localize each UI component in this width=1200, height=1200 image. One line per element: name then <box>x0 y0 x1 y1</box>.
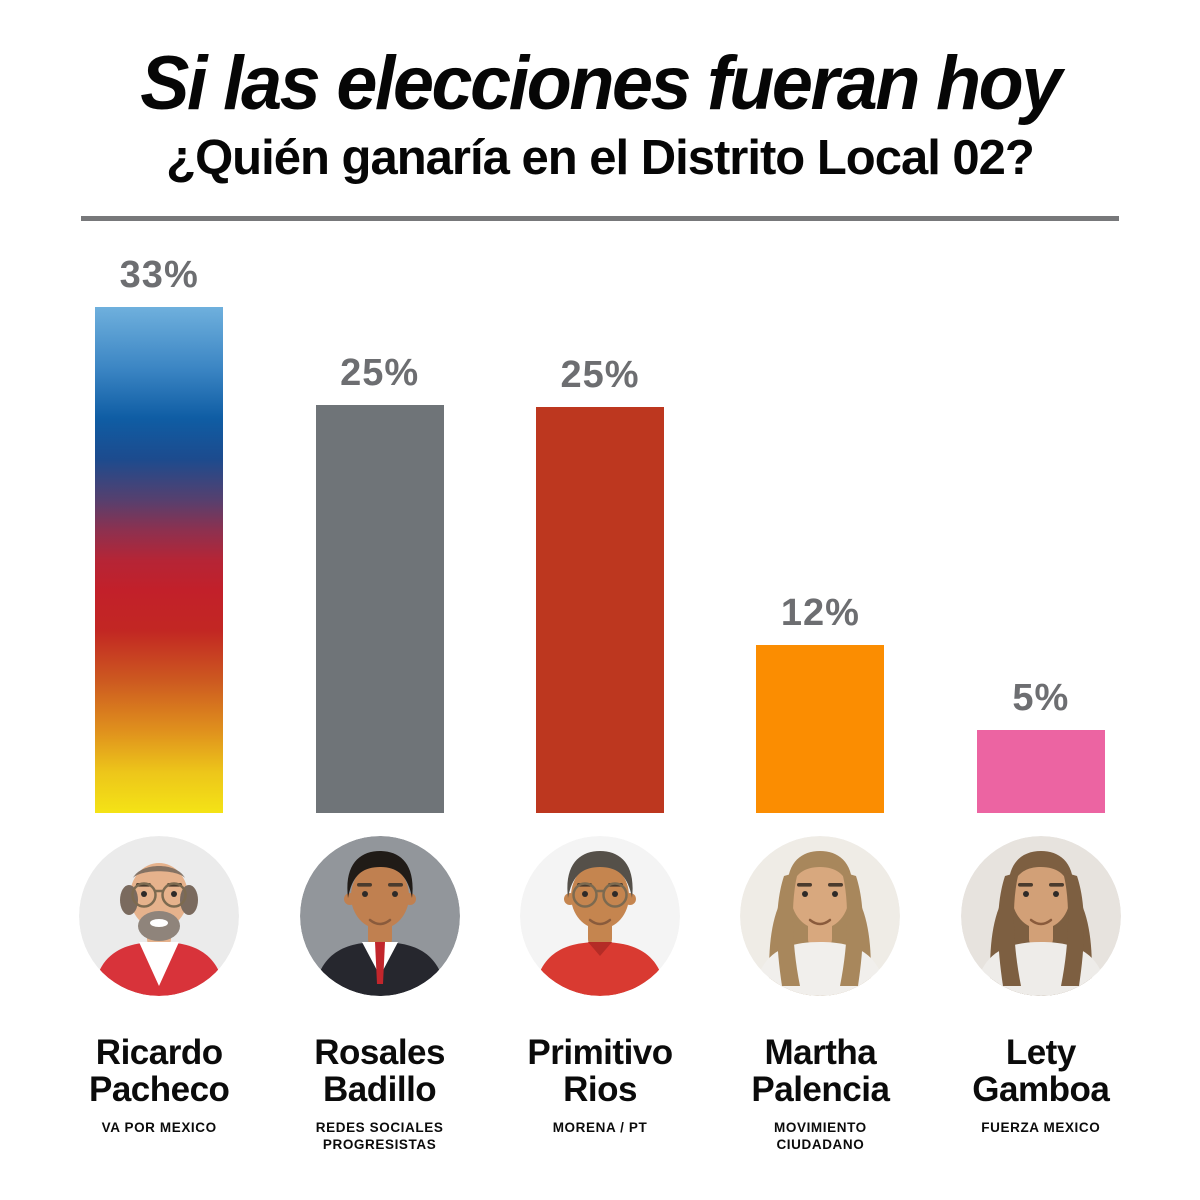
bar <box>536 407 665 813</box>
chart-column: 25% <box>269 353 489 813</box>
candidate-photo <box>79 836 240 996</box>
candidate-column: Martha Palencia MOVIMIENTO CIUDADANO <box>710 836 930 1153</box>
candidate-name: Rosales Badillo <box>314 1033 445 1109</box>
bar <box>976 730 1105 813</box>
candidate-name: Martha Palencia <box>751 1033 890 1109</box>
candidate-photo <box>299 836 460 996</box>
bar-chart: 33% 25% 25% 12% 5% <box>49 221 1151 813</box>
candidate-party: FUERZA MEXICO <box>981 1120 1101 1135</box>
candidate-column: Rosales Badillo REDES SOCIALES PROGRESISTA… <box>269 836 489 1153</box>
candidate-party: MORENA / PT <box>552 1120 648 1135</box>
chart-column: 25% <box>490 355 710 813</box>
bar <box>315 405 444 813</box>
header-divider <box>81 216 1119 221</box>
bar <box>95 307 224 813</box>
candidates-row: Ricardo Pacheco VA POR MEXICO R <box>49 836 1151 1153</box>
bar-value-label: 33% <box>119 254 199 296</box>
candidate-column: Lety Gamboa FUERZA MEXICO <box>931 836 1151 1153</box>
page-subtitle: ¿Quién ganaría en el Distrito Local 02? <box>166 131 1035 185</box>
bar-value-label: 5% <box>1012 677 1070 719</box>
candidate-photo <box>520 836 681 996</box>
candidate-name: Primitivo Rios <box>527 1033 673 1109</box>
bar-value-label: 25% <box>560 354 640 396</box>
chart-column: 33% <box>49 255 269 813</box>
candidate-photo <box>740 836 901 996</box>
candidate-photo <box>960 836 1121 996</box>
candidate-party: MOVIMIENTO CIUDADANO <box>774 1120 867 1152</box>
page-title: Si las elecciones fueran hoy <box>140 41 1062 126</box>
bar-value-label: 25% <box>340 352 420 394</box>
candidate-name: Lety Gamboa <box>972 1033 1110 1109</box>
candidate-party: REDES SOCIALES PROGRESISTAS <box>315 1120 444 1152</box>
bar <box>756 645 885 813</box>
header: Si las elecciones fueran hoy ¿Quién gana… <box>0 0 1200 221</box>
candidate-party: VA POR MEXICO <box>101 1120 217 1135</box>
chart-column: 5% <box>931 678 1151 813</box>
candidate-name: Ricardo Pacheco <box>88 1033 230 1109</box>
bar-value-label: 12% <box>780 592 860 634</box>
chart-column: 12% <box>710 593 930 813</box>
candidate-column: Ricardo Pacheco VA POR MEXICO <box>49 836 269 1153</box>
candidate-column: Primitivo Rios MORENA / PT <box>490 836 710 1153</box>
